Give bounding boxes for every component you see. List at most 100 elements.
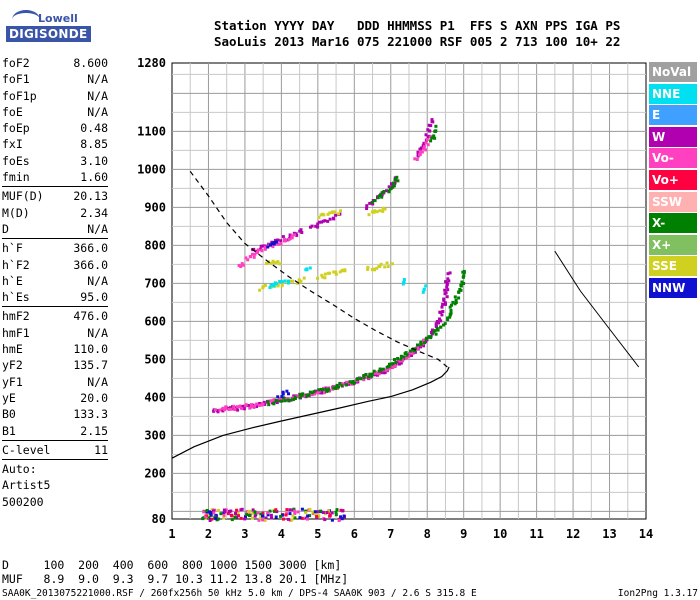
param-row: h`Es 95.0 [2,289,108,305]
echo-point [286,398,290,402]
echo-point [328,217,332,221]
param-value: 110.0 [73,342,108,357]
echo-point [271,398,275,402]
echo-point [232,404,236,408]
param-key: h`F [2,241,23,256]
echo-point [421,340,425,344]
noise-point [230,518,234,522]
param-key: h`F2 [2,257,30,272]
echo-point [419,342,423,346]
echo-point [412,349,416,353]
echo-point [252,255,256,259]
echo-point [341,382,345,386]
noise-point [334,510,338,514]
echo-point [434,124,438,128]
param-key: hmF1 [2,325,30,340]
echo-point [338,270,342,274]
legend-item: SSW [649,191,697,212]
echo-point [429,139,433,143]
noise-point [304,511,308,515]
noise-point [305,517,309,521]
echo-point [439,325,443,329]
param-row: foEp 0.48 [2,120,108,136]
legend-item: NNW [649,277,697,298]
echo-point [293,395,297,399]
param-row: hmF1 N/A [2,325,108,341]
echo-point [307,393,311,397]
noise-point [270,516,273,520]
y-tick-label: 900 [144,200,166,214]
echo-point [378,264,382,268]
echo-point [393,364,397,368]
echo-point [249,255,253,259]
echo-point [305,394,309,398]
echo-point [383,207,387,211]
noise-point [236,511,240,515]
echo-point [239,265,243,268]
noise-point [216,508,220,512]
legend-item: X- [649,213,697,234]
echo-point [337,212,340,216]
param-value: 135.7 [73,358,108,373]
x-tick-label: 11 [529,527,543,541]
echo-point [271,245,275,249]
echo-point [385,261,389,265]
echo-point [317,215,321,219]
param-key: yE [2,390,16,405]
param-value: 20.0 [80,390,108,405]
noise-point [291,514,295,518]
echo-point [268,286,272,290]
noise-point [253,510,257,514]
noise-point [335,508,339,512]
echo-point [434,322,438,326]
param-key: foF1 [2,72,30,87]
x-tick-label: 12 [566,527,580,541]
echo-point [444,291,448,295]
echo-point [317,390,321,394]
noise-point [208,511,212,515]
echo-point [422,141,426,145]
echo-point [253,404,257,408]
echo-point [255,402,259,406]
param-key: fmin [2,170,30,185]
echo-point [348,380,352,384]
param-key: foE [2,104,23,119]
param-key: foF1p [2,88,37,103]
echo-point [443,301,447,305]
echo-point [399,357,403,361]
echo-point [445,285,449,289]
echo-point [393,363,397,367]
x-tick-label: 14 [639,527,653,541]
param-value: 2.34 [80,205,108,220]
echo-point [388,366,391,370]
noise-point [207,515,211,519]
echo-point [316,276,320,280]
noise-point [296,510,300,514]
echo-point [246,258,250,262]
echo-point [295,233,299,237]
echo-point [300,393,304,397]
noise-point [290,518,294,522]
echo-point [302,276,306,280]
echo-point [362,376,366,380]
echo-point [242,407,246,411]
echo-point [436,328,440,332]
echo-point [287,392,290,396]
noise-point [337,519,341,522]
param-note: Artist5 [2,478,51,493]
echo-point [213,408,217,412]
echo-point [253,252,257,256]
legend-item: Vo+ [649,169,697,190]
echo-point [439,310,442,314]
echo-point [376,196,380,199]
echo-point [442,323,445,327]
echo-point [298,396,302,400]
noise-point [222,508,226,512]
echo-point [346,380,350,384]
echo-point [446,316,450,320]
echo-point [221,406,225,410]
param-key: yF1 [2,374,23,389]
echo-point [272,282,276,286]
echo-point [355,378,359,381]
echo-point [309,225,312,229]
